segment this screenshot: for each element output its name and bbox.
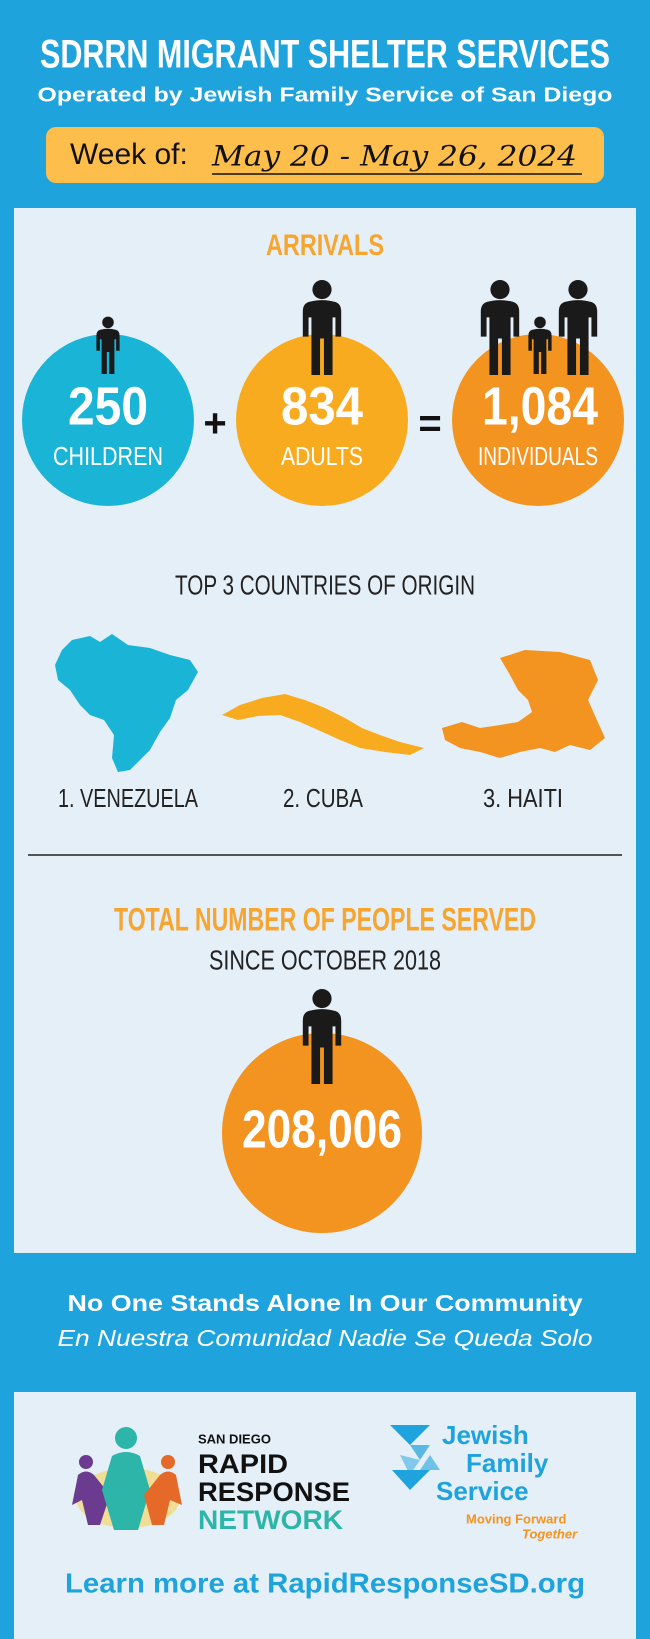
total-subtitle: SINCE OCTOBER 2018 <box>209 944 441 975</box>
total-number: 208,006 <box>242 1099 402 1159</box>
venezuela-map <box>55 634 198 772</box>
subtitle: Operated by Jewish Family Service of San… <box>38 84 613 106</box>
haiti-map <box>442 650 605 758</box>
footer-link[interactable]: Learn more at RapidResponseSD.org <box>65 1567 585 1598</box>
jfs-logo-icon <box>390 1425 440 1490</box>
total-circle <box>222 1033 422 1233</box>
children-label: CHILDREN <box>53 441 163 471</box>
country-label: 1. VENEZUELA <box>58 783 198 813</box>
plus-sign: + <box>203 402 226 446</box>
cuba-map <box>222 694 424 755</box>
tagline-english: No One Stands Alone In Our Community <box>68 1290 583 1316</box>
arrivals-title: ARRIVALS <box>266 229 384 262</box>
children-number: 250 <box>68 376 148 436</box>
jfs-motto: Moving Forward <box>466 1511 566 1526</box>
jfs-line: Family <box>466 1448 549 1478</box>
rrn-city: SAN DIEGO <box>198 1431 271 1446</box>
week-label: Week of: <box>70 138 188 171</box>
adults-circle <box>236 334 408 506</box>
adults-label: ADULTS <box>281 441 363 471</box>
jfs-motto: Together <box>522 1526 578 1541</box>
rrn-line: RESPONSE <box>198 1477 350 1507</box>
country-label: 2. CUBA <box>283 783 364 813</box>
jfs-line: Jewish <box>442 1420 529 1450</box>
country-label: 3. HAITI <box>483 783 563 813</box>
equals-sign: = <box>418 402 441 446</box>
individuals-number: 1,084 <box>482 376 598 436</box>
total-title: TOTAL NUMBER OF PEOPLE SERVED <box>114 901 536 937</box>
countries-title: TOP 3 COUNTRIES OF ORIGIN <box>175 569 475 600</box>
rrn-line: NETWORK <box>198 1505 344 1535</box>
children-circle <box>22 334 194 506</box>
individuals-label: INDIVIDUALS <box>478 441 598 471</box>
jfs-line: Service <box>436 1476 529 1506</box>
week-range: May 20 - May 26, 2024 <box>211 140 577 173</box>
rrn-logo-icon <box>72 1427 182 1530</box>
individuals-circle <box>452 334 624 506</box>
tagline-spanish: En Nuestra Comunidad Nadie Se Queda Solo <box>58 1325 593 1351</box>
rrn-line: RAPID <box>198 1449 288 1479</box>
week-box <box>46 127 604 183</box>
title: SDRRN MIGRANT SHELTER SERVICES <box>40 33 610 77</box>
adults-number: 834 <box>281 376 363 436</box>
